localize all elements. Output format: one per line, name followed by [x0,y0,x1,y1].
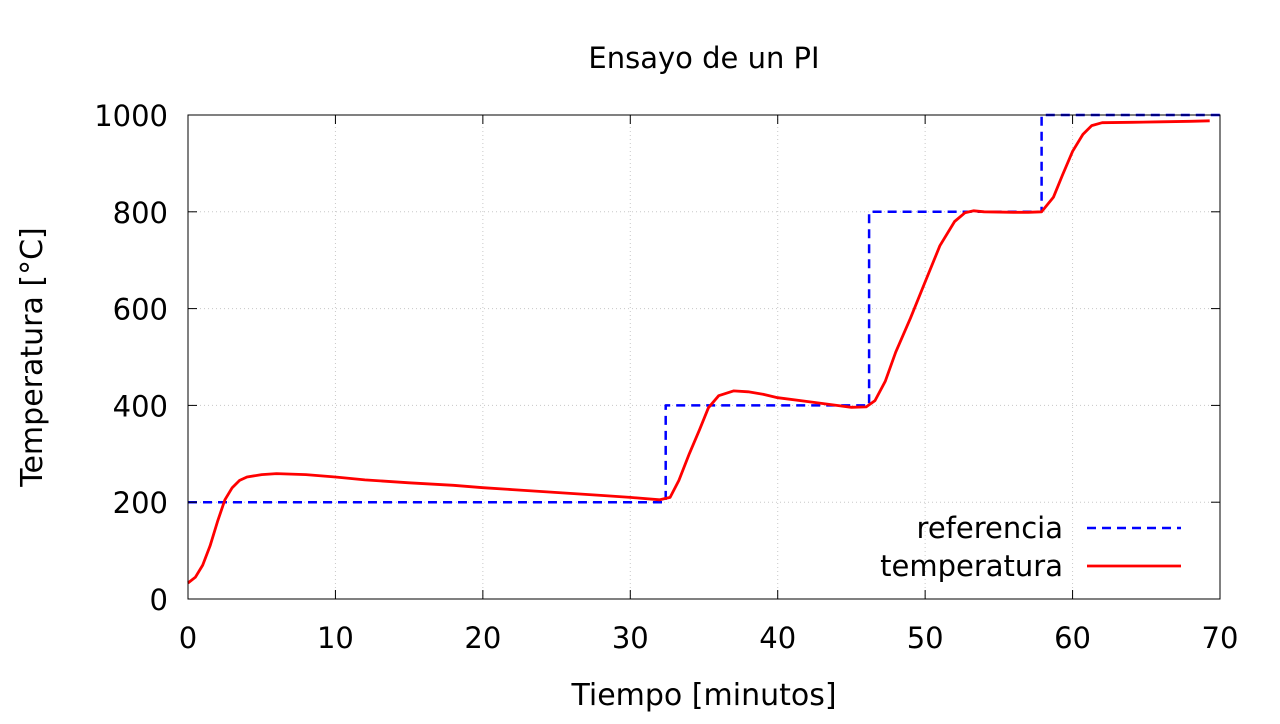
plot-frame [187,114,1221,600]
y-tick-label: 400 [113,389,168,423]
y-axis-label: Temperatura [°C] [15,227,50,488]
y-tick-label: 600 [113,293,168,327]
legend: referencia temperatura [880,511,1181,583]
series-referencia [188,113,1220,504]
y-tick-label: 1000 [94,99,168,133]
legend-label-temperatura: temperatura [880,549,1063,583]
x-tick-label: 50 [907,621,944,655]
y-tick-label: 0 [150,583,168,617]
y-tick-label: 800 [113,196,168,230]
x-tick-label: 0 [179,621,197,655]
x-tick-label: 70 [1202,621,1239,655]
x-tick-label: 20 [464,621,501,655]
x-axis-label: Tiempo [minutos] [570,678,836,713]
x-tick-label: 10 [317,621,354,655]
axis-ticks: 0 10 20 30 40 50 60 70 0 200 400 600 800 1000 [94,99,1238,655]
x-tick-label: 40 [759,621,796,655]
series-layer [187,113,1220,585]
y-tick-label: 200 [113,486,168,520]
x-tick-label: 60 [1054,621,1091,655]
legend-label-referencia: referencia [917,511,1063,545]
x-tick-label: 30 [612,621,649,655]
series-temperatura [187,119,1210,585]
chart-title: Ensayo de un PI [588,41,819,75]
grid-lines [188,114,1220,599]
